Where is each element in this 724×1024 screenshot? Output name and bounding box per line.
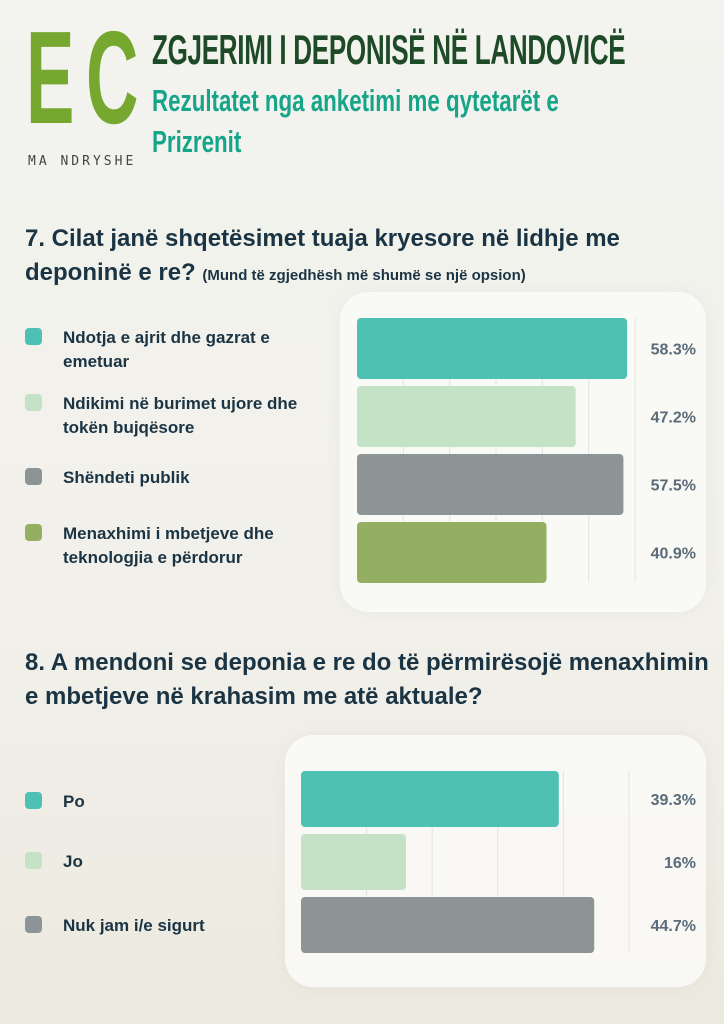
question-7-text: 7. Cilat janë shqetësimet tuaja kryesore…	[25, 225, 620, 286]
legend-label: Shëndeti publik	[63, 468, 190, 487]
data-label: 47.2%	[651, 410, 696, 427]
data-label: 40.9%	[651, 546, 696, 563]
data-label: 58.3%	[651, 342, 696, 359]
bar	[301, 897, 595, 953]
legend-swatch	[25, 328, 42, 345]
question-8-title: 8. A mendoni se deponia e re do të përmi…	[25, 649, 709, 710]
legend-item: Ndikimi në burimet ujore dhe tokën bujqë…	[25, 392, 333, 440]
legend-item: Po	[25, 790, 333, 814]
bar	[357, 318, 628, 379]
data-label: 44.7%	[651, 918, 696, 935]
legend-label: Nuk jam i/e sigurt	[63, 916, 205, 935]
question-7-title: 7. Cilat janë shqetësimet tuaja kryesore…	[25, 222, 724, 293]
data-label: 57.5%	[651, 478, 696, 495]
bar	[357, 454, 624, 515]
legend-swatch	[25, 394, 42, 411]
bar	[301, 834, 406, 890]
data-label: 39.3%	[651, 792, 696, 809]
logo-letter-e: E	[26, 4, 75, 151]
legend-item: Jo	[25, 850, 333, 874]
legend-swatch	[25, 468, 42, 485]
logo-letter-c: C	[86, 4, 139, 151]
logo-tagline: MA NDRYSHE	[28, 154, 137, 169]
legend-item: Shëndeti publik	[25, 466, 333, 490]
bar	[301, 771, 559, 827]
legend-label: Ndikimi në burimet ujore dhe tokën bujqë…	[63, 394, 298, 437]
legend-label: Menaxhimi i mbetjeve dhe teknologjia e p…	[63, 524, 274, 567]
page-subtitle: Rezultatet nga anketimi me qytetarët e P…	[152, 83, 559, 159]
question-7-note: (Mund të zgjedhësh më shumë se një opsio…	[202, 267, 526, 284]
bar	[357, 386, 576, 447]
legend-swatch	[25, 524, 42, 541]
bar	[357, 522, 547, 583]
legend-label: Ndotja e ajrit dhe gazrat e emetuar	[63, 328, 270, 371]
legend-item: Nuk jam i/e sigurt	[25, 914, 333, 938]
page-title: ZGJERIMI I DEPONISË NË LANDOVICË	[152, 26, 626, 73]
legend-swatch	[25, 916, 42, 933]
data-label: 16%	[664, 855, 696, 872]
legend-item: Ndotja e ajrit dhe gazrat e emetuar	[25, 326, 333, 374]
legend-swatch	[25, 792, 42, 809]
legend-item: Menaxhimi i mbetjeve dhe teknologjia e p…	[25, 522, 333, 570]
legend-label: Jo	[63, 852, 83, 871]
legend-swatch	[25, 852, 42, 869]
legend-label: Po	[63, 792, 85, 811]
